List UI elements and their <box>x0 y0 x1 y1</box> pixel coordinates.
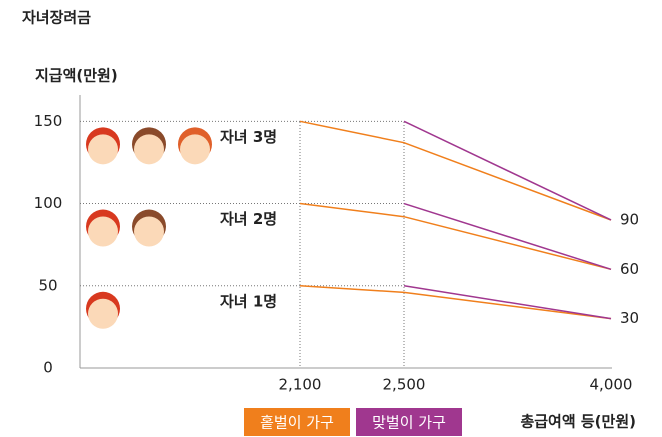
legend-label: 맞벌이 가구 <box>372 414 446 432</box>
legend-label: 홑벌이 가구 <box>260 414 334 432</box>
series-line <box>404 286 611 319</box>
end-value-label: 60 <box>620 260 639 278</box>
face <box>88 217 118 247</box>
group-label: 자녀 1명 <box>220 292 277 310</box>
group-label: 자녀 3명 <box>220 128 277 146</box>
series-line <box>404 121 611 220</box>
face <box>88 134 118 164</box>
chart-title: 자녀장려금 <box>22 9 91 27</box>
y-tick-label: 0 <box>43 359 53 377</box>
series-line <box>300 121 611 220</box>
end-value-label: 30 <box>620 309 639 327</box>
y-tick-label: 50 <box>38 276 57 294</box>
face <box>180 134 210 164</box>
x-axis-label: 총급여액 등(만원) <box>520 413 636 431</box>
y-tick-label: 150 <box>34 112 63 130</box>
y-tick-label: 100 <box>34 194 63 212</box>
y-axis-label: 지급액(만원) <box>35 67 118 85</box>
x-tick-label: 2,100 <box>279 376 322 394</box>
series-line <box>404 204 611 270</box>
end-value-label: 90 <box>620 210 639 228</box>
face <box>134 134 164 164</box>
x-tick-label: 4,000 <box>590 376 633 394</box>
face <box>88 299 118 329</box>
face <box>134 217 164 247</box>
chart: 자녀장려금 지급액(만원) 총급여액 등(만원) 0 50 100 150 2,100 2… <box>0 0 662 437</box>
series-line <box>300 286 611 319</box>
series-line <box>300 204 611 270</box>
group-label: 자녀 2명 <box>220 210 277 228</box>
x-tick-label: 2,500 <box>383 376 426 394</box>
